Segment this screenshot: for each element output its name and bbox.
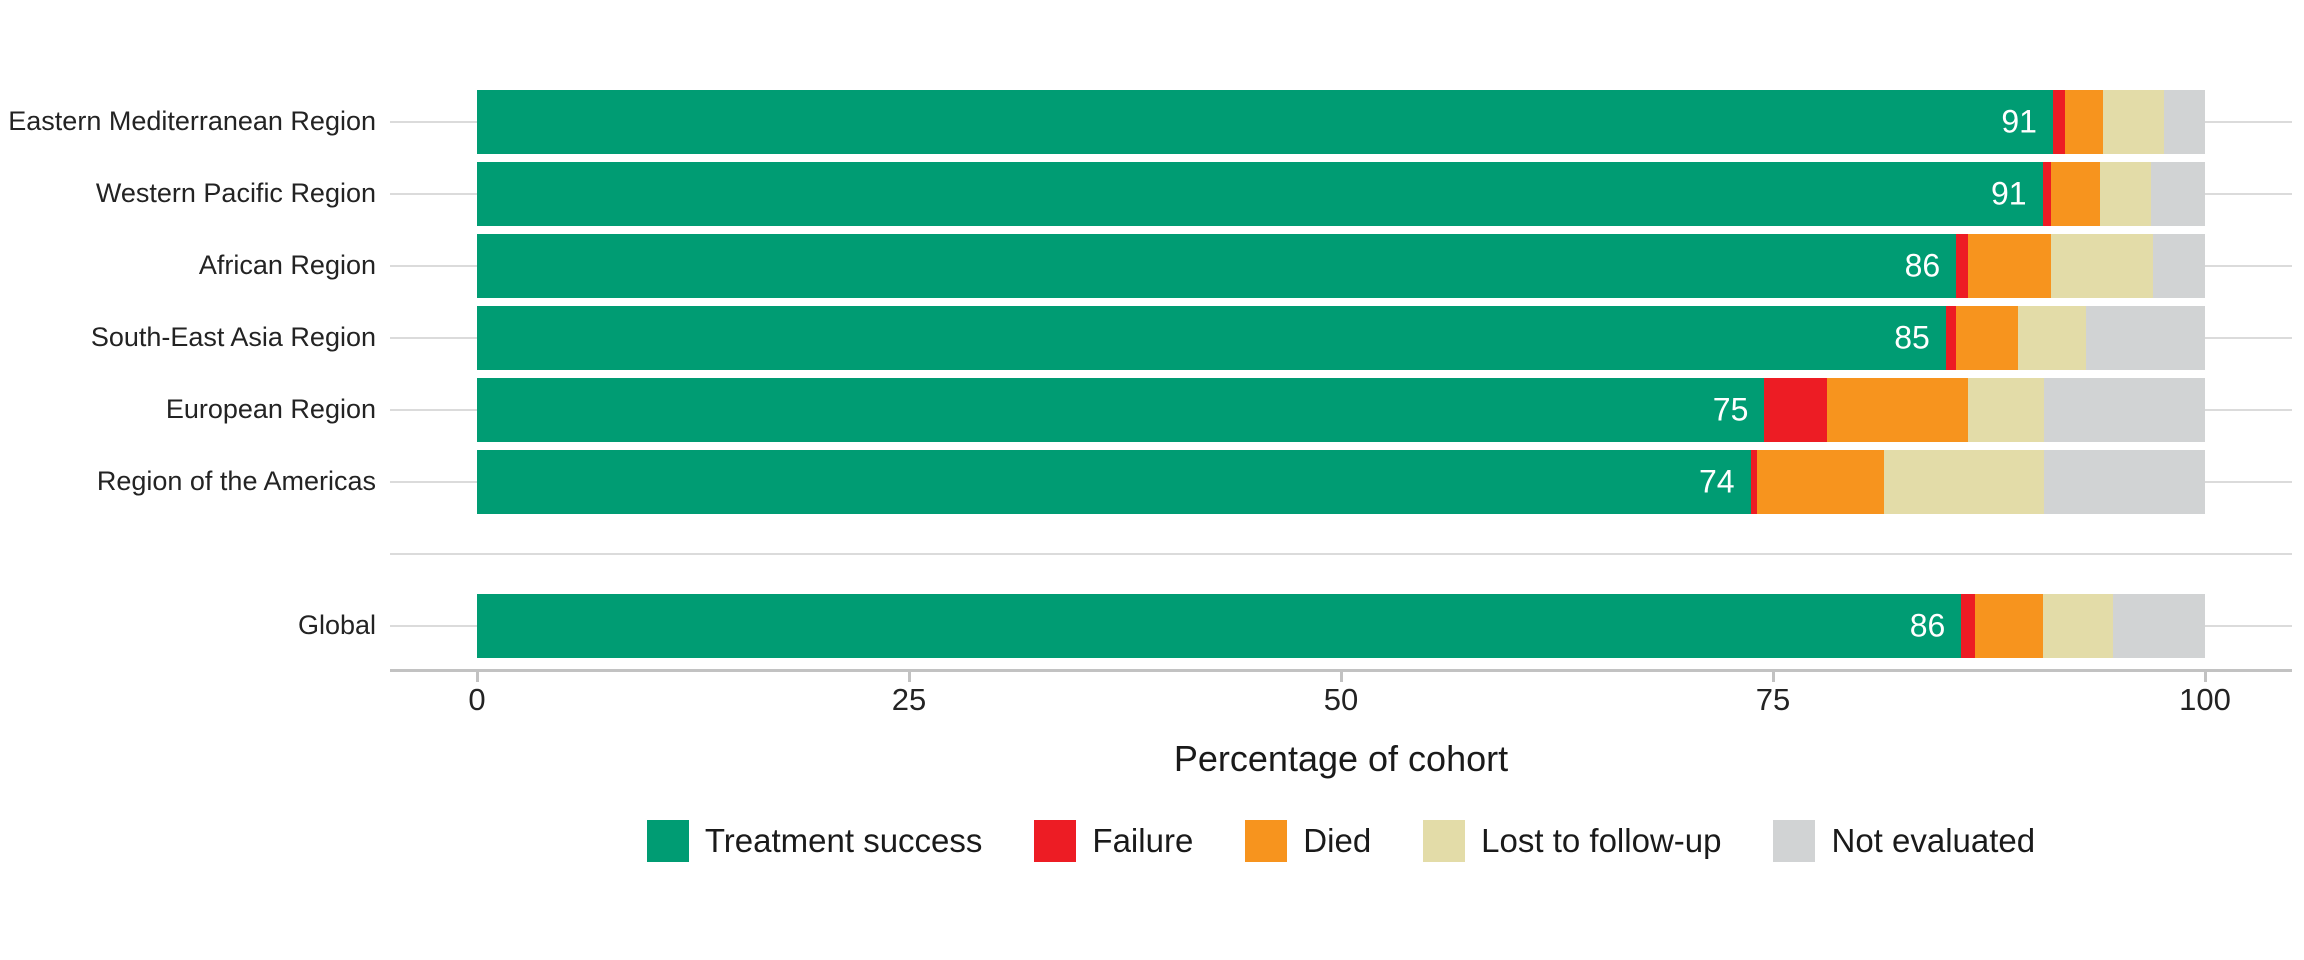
- bar-value-label: 91: [1990, 175, 2027, 212]
- bar-segment-not-evaluated: [2113, 594, 2205, 658]
- stacked-bar: 86: [477, 234, 2205, 298]
- bar-segment-treatment-success: 86: [477, 594, 1962, 658]
- legend-label: Died: [1303, 822, 1372, 859]
- bar-segment-not-evaluated: [2151, 162, 2205, 226]
- bar-segment-lost-to-follow-up: [2042, 594, 2114, 658]
- bar-segment-died: [1757, 450, 1884, 514]
- stacked-bar: 74: [477, 450, 2205, 514]
- bar-segment-lost-to-follow-up: [2018, 306, 2086, 370]
- legend-swatch-lost-to-follow-up: [1423, 820, 1466, 862]
- bar-segment-died: [1826, 378, 1969, 442]
- bar-segment-lost-to-follow-up: [2099, 162, 2152, 226]
- bar-segment-not-evaluated: [2044, 450, 2205, 514]
- x-tick-mark: [907, 672, 911, 682]
- row-gridline: [390, 553, 2292, 555]
- legend-label: Not evaluated: [1831, 822, 2036, 859]
- bar-segment-not-evaluated: [2163, 90, 2205, 154]
- bar-segment-treatment-success: 91: [477, 90, 2053, 154]
- legend-item: Not evaluated: [1773, 820, 2035, 862]
- legend-item: Failure: [1034, 820, 1193, 862]
- stacked-bar: 75: [477, 378, 2205, 442]
- bar-segment-failure: [1956, 234, 1969, 298]
- x-tick-label: 100: [2179, 682, 2231, 717]
- legend-item: Treatment success: [646, 820, 983, 862]
- bar-value-label: 74: [1698, 463, 1735, 500]
- legend-label: Failure: [1092, 822, 1194, 859]
- x-tick-mark: [475, 672, 479, 682]
- x-tick-label: 75: [1755, 682, 1791, 717]
- bar-segment-lost-to-follow-up: [2051, 234, 2154, 298]
- category-label: Eastern Mediterranean Region: [8, 106, 376, 136]
- x-tick-label: 50: [1323, 682, 1359, 717]
- stacked-bar: 86: [477, 594, 2205, 658]
- bar-segment-lost-to-follow-up: [1968, 378, 2045, 442]
- category-label: Global: [297, 610, 376, 640]
- x-tick-label: 0: [468, 682, 486, 717]
- bar-segment-not-evaluated: [2085, 306, 2205, 370]
- bar-segment-died: [2051, 162, 2100, 226]
- bar-segment-lost-to-follow-up: [2103, 90, 2164, 154]
- legend-swatch-treatment-success: [646, 820, 689, 862]
- category-label: European Region: [165, 394, 376, 424]
- x-tick-mark: [1339, 672, 1343, 682]
- bar-value-label: 86: [1909, 607, 1946, 644]
- legend-item: Lost to follow-up: [1423, 820, 1721, 862]
- bar-segment-failure: [2052, 90, 2066, 154]
- bar-segment-died: [1956, 306, 2019, 370]
- bar-segment-failure: [1945, 306, 1957, 370]
- bar-value-label: 75: [1712, 391, 1749, 428]
- stacked-bar: 91: [477, 162, 2205, 226]
- bar-segment-died: [1975, 594, 2043, 658]
- legend: Treatment success Failure Died Lost to foll…: [390, 820, 2292, 862]
- legend-item: Died: [1245, 820, 1371, 862]
- x-tick-mark: [1771, 672, 1775, 682]
- x-axis-title: Percentage of cohort: [1173, 738, 1509, 779]
- bar-segment-treatment-success: 75: [477, 378, 1765, 442]
- legend-label: Treatment success: [704, 822, 983, 859]
- bar-segment-treatment-success: 85: [477, 306, 1946, 370]
- legend-swatch-died: [1245, 820, 1288, 862]
- legend-swatch-failure: [1034, 820, 1077, 862]
- category-label: South-East Asia Region: [90, 322, 376, 352]
- bar-segment-died: [1968, 234, 2052, 298]
- stacked-bar: 85: [477, 306, 2205, 370]
- x-tick-mark: [2203, 672, 2207, 682]
- category-label: African Region: [198, 250, 376, 280]
- x-axis-line: [390, 669, 2292, 672]
- bar-segment-died: [2065, 90, 2104, 154]
- bar-segment-treatment-success: 91: [477, 162, 2043, 226]
- bar-value-label: 86: [1904, 247, 1941, 284]
- bar-segment-lost-to-follow-up: [1883, 450, 2045, 514]
- legend-label: Lost to follow-up: [1481, 822, 1722, 859]
- bar-segment-treatment-success: 74: [477, 450, 1751, 514]
- legend-swatch-not-evaluated: [1773, 820, 1816, 862]
- bar-segment-not-evaluated: [2044, 378, 2205, 442]
- bar-value-label: 85: [1894, 319, 1930, 356]
- category-label: Region of the Americas: [96, 466, 376, 496]
- bar-value-label: 91: [2001, 103, 2037, 140]
- bar-segment-failure: [1961, 594, 1976, 658]
- bar-segment-not-evaluated: [2153, 234, 2205, 298]
- bar-segment-failure: [1750, 450, 1758, 514]
- category-label: Western Pacific Region: [95, 178, 376, 208]
- stacked-bar: 91: [477, 90, 2205, 154]
- bar-segment-failure: [1764, 378, 1827, 442]
- x-tick-label: 25: [891, 682, 927, 717]
- bar-segment-failure: [2042, 162, 2052, 226]
- bar-segment-treatment-success: 86: [477, 234, 1957, 298]
